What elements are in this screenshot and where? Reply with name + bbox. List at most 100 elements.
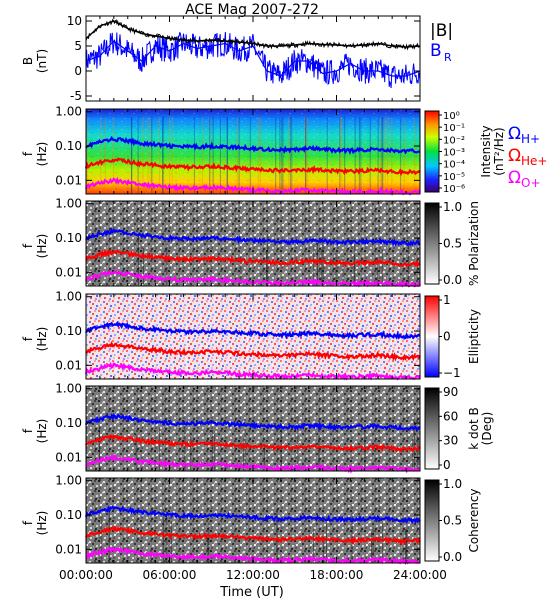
- y-axis-unit: (nT): [35, 49, 49, 73]
- gyrofrequency-line-h-plus: [85, 321, 421, 340]
- panel-polarization: 1.00 0.10 0.01 f (Hz) 1.0 0.5 0.0 % Polarization: [21, 197, 481, 288]
- y-axis-unit: (Hz): [35, 142, 49, 167]
- colorbar-label: % Polarization: [467, 201, 481, 286]
- y-tick-label: 1.00: [55, 290, 82, 304]
- colorbar-tick-label: 1.0: [443, 200, 462, 214]
- y-axis-label: f: [21, 336, 35, 341]
- gyrofrequency-line-he-plus: [85, 249, 421, 268]
- colorbar-ellipticity: 1 0 −1 Ellipticity: [424, 293, 481, 380]
- colorbar-tick-label: 0.5: [443, 514, 462, 528]
- colorbar-unit: (nT²/Hz): [492, 127, 506, 175]
- y-tick-label: 0.01: [55, 450, 82, 464]
- gyrofrequency-line-he-plus: [84, 157, 421, 177]
- legend-ion-h-plus: H+: [521, 132, 540, 146]
- chart-title: ACE Mag 2007-272: [185, 2, 319, 18]
- panel-kdotb: 1.00 0.10 0.01 f (Hz) 90 60 30 0 k dot B (Deg): [21, 382, 494, 474]
- spectrogram-image: [86, 478, 420, 563]
- y-tick-label: 1.00: [55, 105, 82, 119]
- y-axis-unit: (Hz): [35, 327, 49, 352]
- legends: |B|B RΩ H+Ω He+Ω O+: [430, 21, 547, 190]
- gyrofrequency-line-h-plus: [84, 505, 421, 525]
- y-tick-label: 0.10: [55, 231, 82, 245]
- colorbar-tick-label: 10⁻³: [443, 148, 465, 159]
- colorbar-tick-label: 10⁻⁴: [443, 160, 465, 171]
- y-tick-label: 0.01: [55, 265, 82, 279]
- y-axis-label: f: [21, 428, 35, 433]
- colorbar-gradient: [424, 479, 440, 562]
- x-tick-label: 12:00:00: [226, 568, 280, 582]
- colorbar-tick-label: 10⁻⁶: [443, 184, 465, 195]
- y-tick-label: 1.00: [55, 382, 82, 396]
- y-tick-label: 0.01: [55, 358, 82, 372]
- y-tick-label: 0.10: [55, 508, 82, 522]
- colorbar-kdotb: 90 60 30 0 k dot B (Deg): [424, 385, 494, 472]
- x-tick-label: 00:00:00: [59, 568, 113, 582]
- y-tick-label: 1.00: [55, 474, 82, 488]
- legend-b-radial: B: [430, 41, 442, 61]
- colorbar-unit: (Deg): [480, 412, 494, 446]
- colorbar-tick-label: 10⁻²: [443, 135, 465, 146]
- y-axis-unit: (Hz): [35, 419, 49, 444]
- y-tick-label: 0.01: [55, 173, 82, 187]
- y-tick-label: 0.10: [55, 324, 82, 338]
- gyrofrequency-line-he-plus: [85, 434, 421, 453]
- colorbar-tick-label: 0: [443, 458, 451, 472]
- panel-ellipticity: 1.00 0.10 0.01 f (Hz) 1 0 −1 Ellipticity: [21, 290, 481, 381]
- colorbar-gradient: [424, 202, 440, 285]
- legend-ion-o-plus: O+: [521, 176, 541, 190]
- y-tick-label: 1.00: [55, 197, 82, 211]
- legend-omega: Ω: [508, 168, 521, 188]
- y-tick-label: 0.10: [55, 416, 82, 430]
- colorbar-tick-label: 10⁰: [443, 111, 460, 122]
- colorbar-tick-label: 0: [443, 330, 451, 344]
- y-axis-label: f: [21, 151, 35, 156]
- colorbar-label: Intensity: [479, 125, 493, 177]
- y-tick-label: 0.01: [55, 542, 82, 556]
- y-tick-label: -5: [70, 89, 82, 103]
- legend-ion-he-plus: He+: [521, 154, 547, 168]
- series-line-b-radial: [85, 40, 421, 77]
- colorbar-tick-label: 90: [443, 385, 458, 399]
- colorbar-label: k dot B: [467, 407, 481, 449]
- gyrofrequency-line-h-plus: [85, 227, 421, 247]
- series-line-b-total: [85, 20, 421, 48]
- spectrogram-image: [86, 201, 420, 286]
- colorbar-tick-label: 10⁻⁵: [443, 172, 465, 183]
- colorbar-coherency: 1.0 0.5 0.0 Coherency: [424, 477, 481, 564]
- colorbar-gradient: [424, 110, 440, 193]
- x-tick-label: 18:00:00: [310, 568, 364, 582]
- colorbar-tick-label: 10⁻¹: [443, 123, 465, 134]
- colorbar-gradient: [424, 387, 440, 470]
- y-axis-label: f: [21, 243, 35, 248]
- colorbar-tick-label: 30: [443, 434, 458, 448]
- colorbar-gradient: [424, 295, 440, 378]
- x-axis-label: Time (UT): [219, 585, 284, 600]
- y-axis-label: B: [21, 57, 35, 65]
- gyrofrequency-line-h-plus: [85, 135, 421, 155]
- y-tick-label: 10: [67, 14, 82, 28]
- y-axis-unit: (Hz): [35, 511, 49, 536]
- colorbar-label: Coherency: [467, 488, 481, 552]
- panel-field: 10 5 0 -5 B (nT): [21, 14, 421, 103]
- series-line-b-radial-noise: [85, 31, 421, 89]
- x-tick-label: 24:00:00: [393, 568, 447, 582]
- legend-omega: Ω: [508, 124, 521, 144]
- gyrofrequency-line-he-plus: [85, 340, 421, 362]
- legend-b-total: |B|: [430, 21, 453, 41]
- x-tick-label: 06:00:00: [143, 568, 197, 582]
- colorbar-tick-label: 0.0: [443, 273, 462, 287]
- gyrofrequency-line-h-plus: [84, 413, 421, 432]
- legend-omega: Ω: [508, 146, 521, 166]
- legend-b-radial-sub: R: [444, 51, 452, 64]
- gyrofrequency-line-he-plus: [85, 525, 421, 546]
- colorbar-tick-label: 0.0: [443, 550, 462, 564]
- colorbar-label: Ellipticity: [467, 309, 481, 364]
- panel-coherency: 1.00 0.10 0.01 00:00:00 06:00:00 12:00:00 18:0…: [21, 474, 481, 582]
- y-tick-label: 5: [74, 39, 82, 53]
- colorbar-tick-label: −1: [443, 366, 461, 380]
- y-axis-unit: (Hz): [35, 234, 49, 259]
- y-tick-label: 0: [74, 64, 82, 78]
